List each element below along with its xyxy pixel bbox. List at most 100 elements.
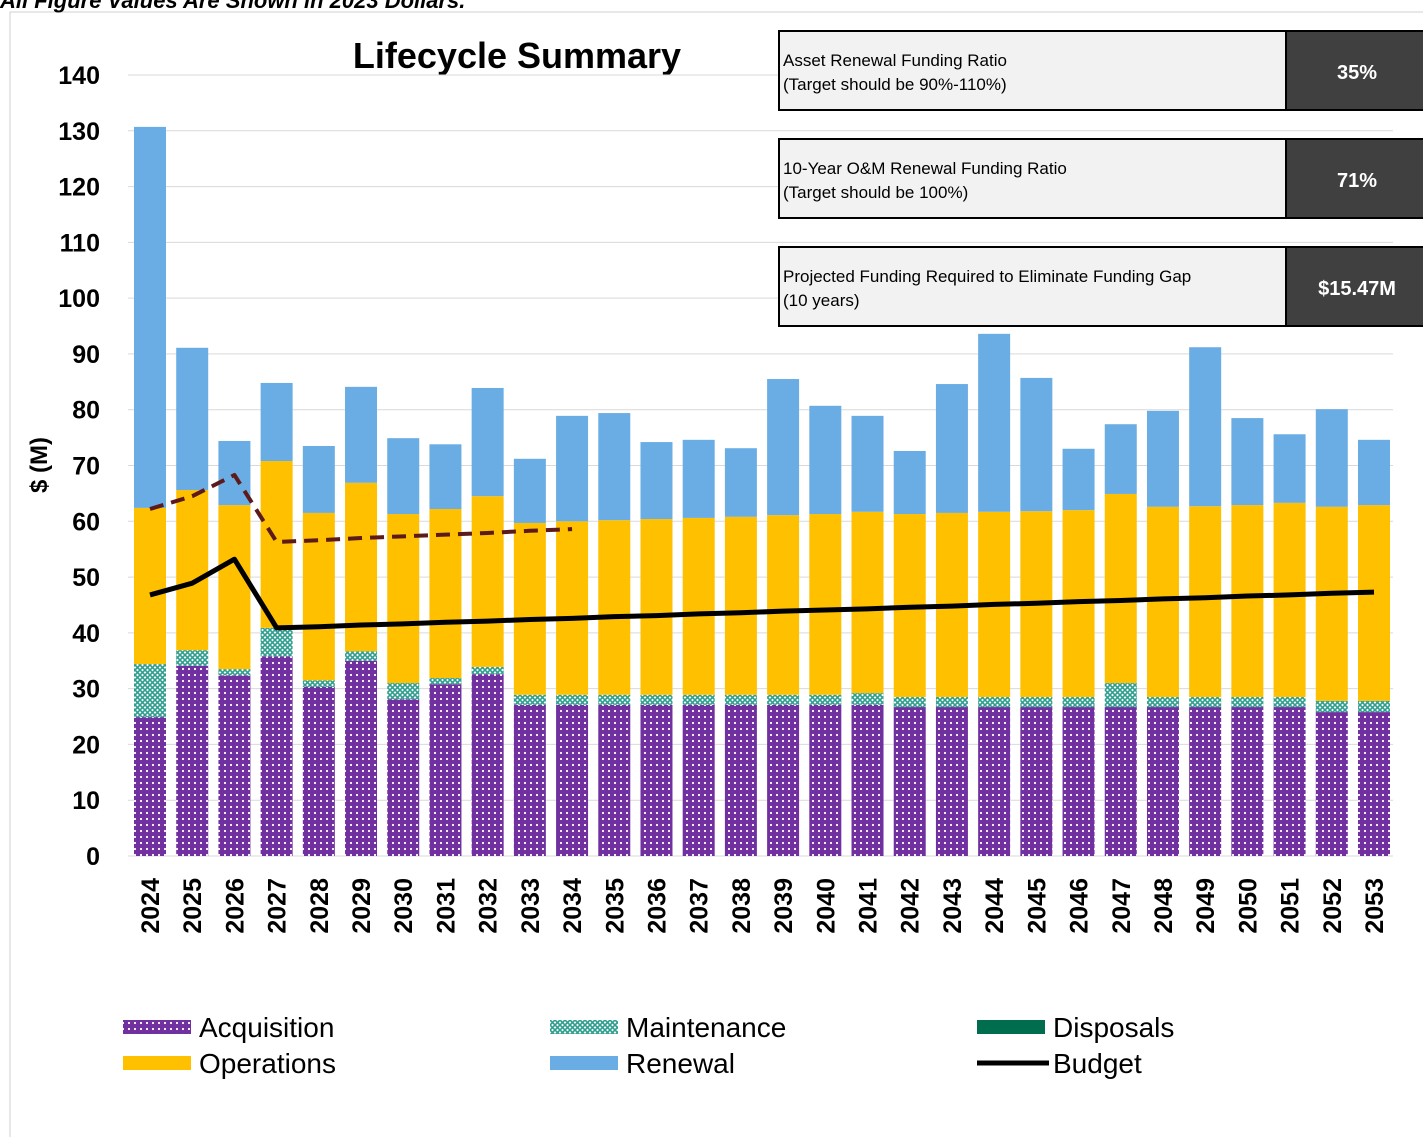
legend-swatch [550,1056,618,1070]
info-value: 71% [1337,170,1377,192]
bar-segment [1146,506,1179,698]
info-label: 10-Year O&M Renewal Funding Ratio [783,159,1067,178]
legend-label: Maintenance [626,1012,786,1043]
legend-label: Acquisition [199,1012,334,1043]
x-tick-label: 2046 [1066,878,1094,934]
bar-segment [302,445,335,513]
x-tick-label: 2027 [264,878,292,934]
bar-segment [387,514,420,684]
bar-segment [1062,448,1095,511]
info-value-cell [1285,246,1423,327]
bar-segment [1189,707,1222,856]
y-axis-label: $ (M) [26,437,53,493]
bar-segment [387,438,420,515]
x-tick-label: 2036 [643,878,671,934]
bar-segment [176,650,209,666]
info-value: $15.47M [1318,278,1396,300]
bar-segment [260,627,293,657]
bar-segment [598,413,631,521]
bar-segment [1315,506,1348,701]
legend-swatch [550,1020,618,1034]
bar-segment [345,386,378,483]
info-value: 35% [1337,62,1377,84]
bar-segment [851,511,884,694]
bar-segment [1189,506,1222,698]
bar-segment [1104,683,1137,708]
bar-segment [1020,707,1053,856]
bar-segment [724,516,757,695]
bar-segment [1104,424,1137,494]
bar-segment [218,675,251,856]
legend-swatch [123,1056,191,1070]
y-tick-label: 70 [72,453,100,481]
x-tick-label: 2025 [179,878,207,934]
bar-segment [598,520,631,695]
bar-segment [1146,707,1179,856]
bar-segment [1231,505,1264,698]
x-tick-label: 2043 [939,878,967,934]
bar-segment [640,442,673,520]
bar-segment [598,694,631,705]
x-tick-label: 2035 [601,878,629,934]
y-tick-label: 20 [72,731,100,759]
bar-segment [556,704,589,856]
bar-segment [1231,707,1264,856]
bar-segment [682,704,715,856]
bar-segment [1315,712,1348,856]
legend-swatch [123,1020,191,1034]
bar-segment [134,717,166,856]
bar-segment [640,704,673,856]
bar-segment [556,694,589,705]
bar-segment [851,415,884,512]
x-tick-label: 2049 [1192,878,1220,934]
y-tick-label: 50 [72,564,100,592]
x-tick-label: 2053 [1361,878,1389,934]
bar-segment [1020,377,1053,512]
bar-segment [260,461,293,628]
info-value-cell [1285,138,1423,219]
bar-segment [1146,410,1179,507]
bar-segment [767,379,800,516]
info-label: Projected Funding Required to Eliminate … [783,267,1191,286]
bar-segment [260,656,293,856]
bar-segment [1273,707,1306,856]
bar-segment [724,694,757,705]
x-tick-label: 2041 [855,878,883,934]
bar-segment [471,666,504,675]
bar-segment [598,704,631,856]
x-tick-label: 2052 [1319,878,1347,934]
legend-label: Budget [1053,1048,1142,1079]
info-value-cell [1285,30,1423,111]
bar-segment [809,694,842,705]
y-tick-label: 60 [72,508,100,536]
bar-segment [1273,434,1306,503]
bar-segment [1273,697,1306,708]
bar-segment [1358,505,1390,701]
y-tick-label: 130 [58,118,100,146]
bar-segment [1231,697,1264,708]
bar-segment [1104,707,1137,856]
bar-segment [176,665,209,856]
y-tick-label: 90 [72,341,100,369]
bar-segment [893,450,926,515]
bar-segment [176,347,209,491]
bar-segment [978,697,1011,708]
y-tick-label: 40 [72,620,100,648]
bar-segment [809,405,842,515]
bar-segment [809,514,842,695]
bar-segment [1315,700,1348,713]
x-tick-label: 2050 [1234,878,1262,934]
bar-segment [893,697,926,708]
x-tick-label: 2024 [137,878,165,934]
x-tick-label: 2033 [517,878,545,934]
x-tick-label: 2037 [686,878,714,934]
bar-segment [851,693,884,705]
info-label: (10 years) [783,291,860,310]
header-note: All Figure Values Are Shown in 2023 Doll… [0,0,465,13]
y-tick-label: 100 [58,285,100,313]
x-tick-label: 2045 [1023,878,1051,934]
bar-segment [1189,347,1222,507]
y-tick-label: 110 [60,229,100,257]
bar-segment [682,439,715,518]
